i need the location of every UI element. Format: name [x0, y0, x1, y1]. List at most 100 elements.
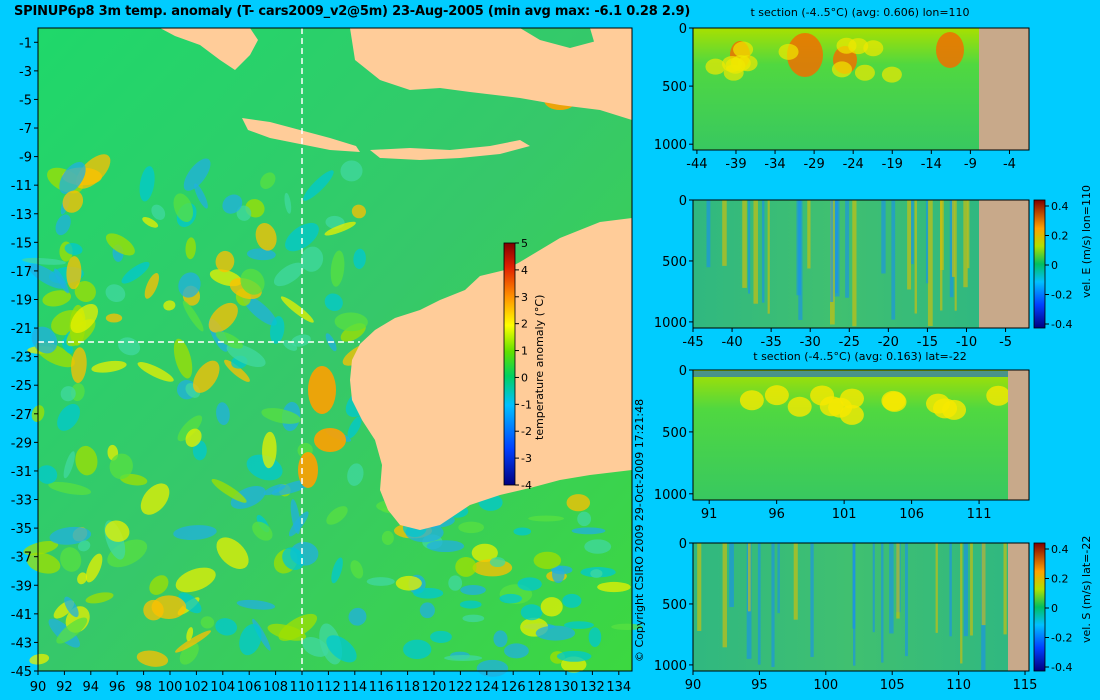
anomaly-patch	[178, 272, 201, 298]
temperature-colorbar-tick-label: 1	[521, 345, 528, 358]
anomaly-patch	[350, 560, 364, 579]
anomaly-patch	[270, 316, 285, 344]
map-x-tick-label: 128	[527, 680, 552, 695]
anomaly-patch	[303, 170, 334, 201]
velocity-stripe	[910, 200, 914, 265]
australia-land	[350, 218, 632, 530]
anomaly-patch	[302, 637, 329, 657]
map-x-tick-label: 106	[237, 680, 262, 695]
anomaly-patch	[331, 557, 343, 584]
anomaly-patch	[528, 515, 565, 522]
anomaly-patch	[55, 214, 71, 236]
map-y-tick-label: -27	[11, 408, 32, 423]
anomaly-patch	[787, 396, 812, 417]
map-y-tick-label: -15	[11, 236, 32, 251]
anomaly-patch	[77, 572, 88, 585]
anomaly-patch	[348, 607, 367, 626]
anomaly-patch	[848, 38, 869, 55]
surface-cold-band	[693, 371, 1008, 377]
anomaly-patch	[739, 390, 764, 411]
velocity-stripe	[889, 543, 894, 634]
timor-islands	[370, 140, 530, 160]
warm-anomaly-patch	[787, 33, 823, 77]
vel-s-section-land	[1008, 543, 1029, 671]
anomaly-patch	[70, 303, 99, 334]
anomaly-patch	[590, 569, 603, 578]
map-y-tick-label: -23	[11, 351, 32, 366]
velocity-stripe	[753, 200, 758, 304]
anomaly-patch	[215, 618, 238, 636]
anomaly-patch	[183, 158, 211, 191]
anomaly-patch	[208, 302, 238, 333]
section-x-tick-label: 110	[946, 678, 971, 693]
temperature-colorbar-tick-label: 5	[521, 237, 528, 250]
map-panel: 90 92 94 96 98 100 102 104 106 108 110 112 114 116 118…	[11, 27, 643, 695]
anomaly-patch	[173, 525, 217, 540]
anomaly-patch	[828, 397, 853, 418]
anomaly-patch	[252, 521, 273, 541]
anomaly-patch	[584, 539, 612, 554]
section-y-tick-label: 1000	[654, 138, 687, 153]
map-y-tick-label: -13	[11, 208, 32, 223]
anomaly-patch	[262, 431, 277, 469]
map-x-tick-label: 124	[474, 680, 499, 695]
section-x-tick-label: -45	[682, 335, 703, 350]
temperature-colorbar-tick-label: 2	[521, 318, 528, 331]
anomaly-patch	[476, 659, 509, 677]
t-section-lon-panel: -44 -39 -34 -29 -24 -19 -14 -9 -4 0 500 1000	[654, 22, 1030, 172]
anomaly-patch	[255, 222, 277, 251]
anomaly-patch	[175, 630, 212, 653]
anomaly-patch	[26, 552, 61, 574]
map-y-tick-label: -33	[11, 494, 32, 509]
velocity-stripe	[891, 200, 896, 320]
vel-e-section-panel: -45 -40 -35 -30 -25 -20 -15 -10 -5 0 500 1000 0.4 0.…	[654, 185, 1093, 350]
warm-anomaly-patch	[308, 366, 336, 414]
map-y-axis: -1 -3 -5 -7 -9 -11 -13 -15 -17 -19 -21 -23 -25 -27 -29…	[11, 36, 38, 680]
section-x-tick-label: -40	[721, 335, 742, 350]
section-y-tick-label: 1000	[654, 488, 687, 503]
anomaly-patch	[136, 650, 169, 667]
section-x-tick-label: -25	[839, 335, 860, 350]
anomaly-patch	[444, 654, 483, 662]
anomaly-patch	[460, 585, 486, 595]
velocity-stripe	[960, 543, 963, 664]
anomaly-patch	[261, 408, 301, 424]
map-y-tick-label: -17	[11, 265, 32, 280]
vel-e-section-land	[979, 200, 1029, 328]
velocity-stripe	[777, 543, 780, 614]
anomaly-patch	[63, 451, 75, 479]
map-x-tick-label: 132	[580, 680, 605, 695]
anomaly-patch	[185, 237, 196, 260]
anomaly-patch	[23, 541, 59, 556]
anomaly-patch	[200, 616, 215, 629]
velocity-stripe	[1003, 543, 1007, 635]
velocity-stripe	[940, 200, 944, 271]
new-guinea-land	[590, 28, 632, 70]
velocity-stripe	[872, 543, 875, 633]
anomaly-patch	[149, 575, 169, 595]
anomaly-patch	[566, 494, 591, 512]
velocity-colorbar-tick-label: 0.4	[1051, 543, 1069, 556]
anomaly-patch	[239, 623, 262, 656]
map-y-tick-label: -3	[19, 65, 32, 80]
anomaly-patch	[193, 360, 220, 393]
map-y-tick-label: -43	[11, 636, 32, 651]
anomaly-patch	[340, 160, 363, 182]
anomaly-patch	[347, 463, 364, 486]
velocity-stripe	[807, 200, 811, 269]
anomaly-patch	[29, 653, 50, 665]
anomaly-patch	[71, 347, 87, 383]
anomaly-patch	[273, 262, 304, 287]
map-x-axis: 90 92 94 96 98 100 102 104 106 108 110 112 114 116 118…	[30, 671, 631, 695]
t-section-lat-frame	[692, 369, 1030, 501]
anomaly-patch	[588, 627, 602, 648]
anomaly-patch	[597, 581, 631, 593]
velocity-stripe	[852, 200, 857, 327]
anomaly-patch	[173, 193, 194, 223]
map-x-tick-label: 92	[56, 680, 73, 695]
anomaly-patch	[230, 485, 266, 509]
velocity-stripe	[935, 543, 938, 633]
anomaly-patch	[330, 250, 345, 287]
anomaly-patch	[854, 64, 875, 81]
